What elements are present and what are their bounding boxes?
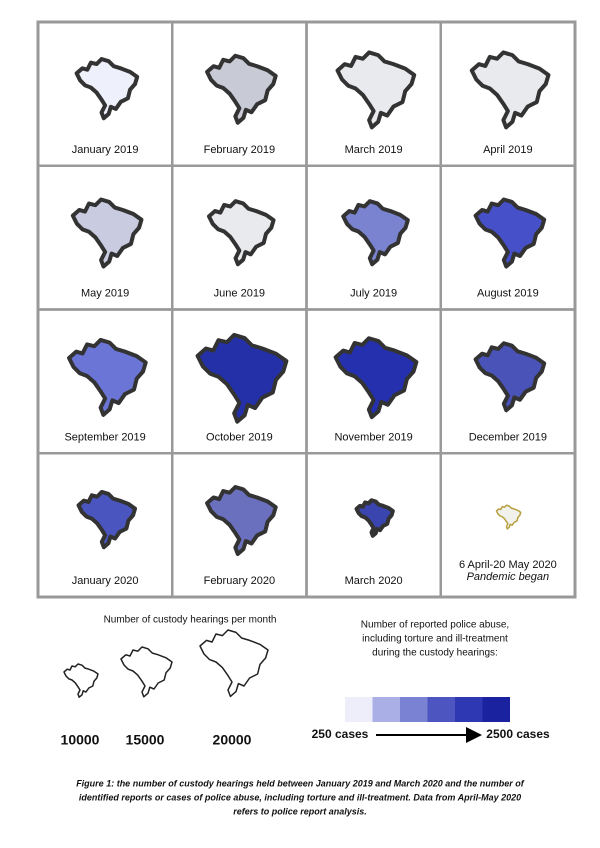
map-group: [496, 505, 520, 529]
color-swatch: [427, 697, 455, 722]
map-group: [200, 630, 268, 696]
brazil-map: [121, 647, 172, 697]
color-swatch: [482, 697, 510, 722]
brazil-map: [64, 664, 98, 697]
panel-note: Pandemic began: [467, 571, 550, 583]
map-group: [476, 343, 545, 410]
panel-label: July 2019: [350, 288, 397, 300]
panel-label: May 2019: [81, 288, 129, 300]
brazil-map: [496, 505, 520, 529]
brazil-map: [357, 500, 393, 535]
size-legend-title: Number of custody hearings per month: [104, 615, 277, 626]
map-group: [209, 201, 274, 264]
color-swatch: [345, 697, 373, 722]
color-legend-title: Number of reported police abuse,: [361, 620, 509, 631]
size-legend-label: 10000: [61, 732, 100, 748]
brazil-map: [77, 59, 138, 118]
brazil-map: [476, 343, 545, 410]
map-group: [64, 664, 98, 697]
panel: [439, 452, 577, 599]
map-group: [336, 338, 417, 417]
color-swatch: [455, 697, 483, 722]
brazil-map: [69, 340, 146, 415]
panel-label: November 2019: [334, 431, 412, 443]
map-group: [73, 199, 142, 266]
panel-label: September 2019: [64, 431, 145, 443]
color-legend-high: 2500 cases: [486, 727, 550, 741]
map-group: [121, 647, 172, 697]
brazil-map: [207, 487, 276, 554]
color-legend-title: during the custody hearings:: [372, 648, 498, 659]
panel-label: August 2019: [477, 288, 539, 300]
panel-label: March 2020: [345, 575, 403, 587]
color-swatch: [400, 697, 428, 722]
map-group: [343, 201, 408, 264]
panel-label: January 2019: [72, 144, 139, 156]
panel-label: June 2019: [214, 288, 265, 300]
caption: Figure 1: the number of custody hearings…: [76, 778, 525, 788]
map-group: [338, 52, 415, 127]
brazil-map: [209, 201, 274, 264]
brazil-map: [476, 199, 545, 266]
map-group: [77, 59, 138, 118]
size-legend-label: 15000: [126, 732, 165, 748]
brazil-map: [336, 338, 417, 417]
caption: refers to police report analysis.: [233, 806, 367, 816]
panel-label: December 2019: [469, 431, 547, 443]
map-group: [207, 56, 276, 123]
brazil-map: [207, 56, 276, 123]
brazil-map: [343, 201, 408, 264]
brazil-map: [79, 492, 136, 547]
brazil-map: [338, 52, 415, 127]
brazil-map: [73, 199, 142, 266]
map-group: [476, 199, 545, 266]
map-group: [207, 487, 276, 554]
panel-label: April 2019: [483, 144, 533, 156]
brazil-map: [200, 630, 268, 696]
panel-label: October 2019: [206, 431, 273, 443]
panel-label: January 2020: [72, 575, 139, 587]
map-group: [69, 340, 146, 415]
panel-label: February 2020: [204, 575, 276, 587]
panel-label: March 2019: [345, 144, 403, 156]
size-legend-label: 20000: [213, 732, 252, 748]
brazil-map: [472, 52, 549, 127]
map-group: [198, 335, 287, 422]
panel-label: February 2019: [204, 144, 276, 156]
map-group: [79, 492, 136, 547]
color-legend-low: 250 cases: [312, 727, 369, 741]
map-group: [472, 52, 549, 127]
color-legend-title: including torture and ill-treatment: [362, 634, 508, 645]
panel-label: 6 April-20 May 2020: [459, 559, 557, 571]
brazil-map: [198, 335, 287, 422]
map-group: [357, 500, 393, 535]
caption: identified reports or cases of police ab…: [79, 792, 521, 802]
color-swatch: [372, 697, 400, 722]
